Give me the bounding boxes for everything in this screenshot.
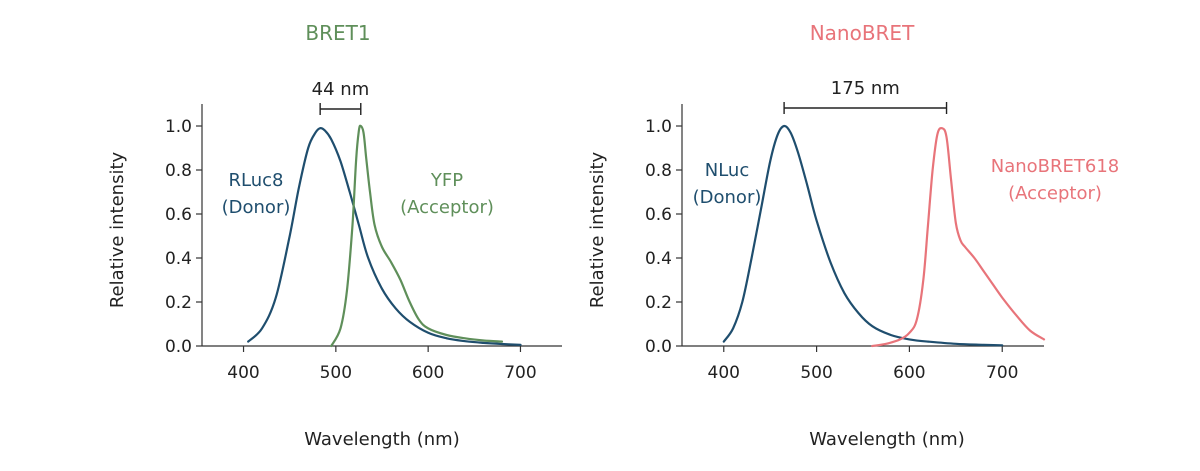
y-tick-labels: 0.0 0.2 0.4 0.6 0.8 1.0 (165, 117, 192, 357)
y-tick-label: 0.2 (645, 293, 672, 313)
x-tick-label: 500 (800, 363, 832, 383)
series-label-line: YFP (430, 170, 463, 191)
peak-separation-bracket: 175 nm (783, 78, 948, 114)
x-tick-labels: 400 500 600 700 (708, 363, 1019, 383)
x-tick-label: 600 (893, 363, 925, 383)
x-tick-label: 400 (708, 363, 740, 383)
x-tick-label: 600 (412, 363, 444, 383)
series-label-line: NLuc (705, 160, 749, 181)
series-label-acceptor: NanoBRET618 (Acceptor) (991, 156, 1120, 204)
y-tick-label: 0.8 (645, 161, 672, 181)
series-label-acceptor: YFP (Acceptor) (400, 170, 494, 218)
x-ticks (242, 346, 522, 352)
y-tick-label: 1.0 (645, 117, 672, 137)
x-tick-labels: 400 500 600 700 (227, 363, 536, 383)
y-tick-label: 0.4 (645, 249, 672, 269)
chart-nanobret: NanoBRET Relative intensity Wavelength (… (587, 21, 1119, 450)
series-line-donor (247, 127, 522, 346)
x-tick-label: 700 (986, 363, 1018, 383)
chart-title: BRET1 (305, 21, 370, 45)
y-tick-label: 0.0 (645, 337, 672, 357)
y-tick-label: 0.6 (165, 205, 192, 225)
peak-separation-label: 175 nm (831, 78, 900, 99)
x-axis-title: Wavelength (nm) (304, 429, 460, 450)
y-tick-label: 1.0 (165, 117, 192, 137)
x-axis-title: Wavelength (nm) (809, 429, 965, 450)
series-label-line: (Donor) (222, 197, 291, 218)
series-line-donor (722, 124, 1004, 347)
peak-separation-bracket: 44 nm (312, 79, 370, 115)
y-tick-label: 0.4 (165, 249, 192, 269)
chart-title: NanoBRET (810, 21, 915, 45)
peak-separation-label: 44 nm (312, 79, 370, 100)
series-label-line: RLuc8 (229, 170, 284, 191)
series-label-line: NanoBRET618 (991, 156, 1120, 177)
x-tick-label: 400 (227, 363, 259, 383)
series-label-donor: RLuc8 (Donor) (222, 170, 291, 218)
y-tick-label: 0.2 (165, 293, 192, 313)
series-label-line: (Donor) (693, 187, 762, 208)
y-ticks (676, 125, 682, 347)
series-label-line: (Acceptor) (1008, 183, 1102, 204)
y-tick-label: 0.6 (645, 205, 672, 225)
y-axis-title: Relative intensity (107, 151, 128, 308)
bracket-line (319, 103, 362, 115)
y-tick-label: 0.0 (165, 337, 192, 357)
y-axis-title: Relative intensity (587, 151, 608, 308)
series-label-line: (Acceptor) (400, 197, 494, 218)
series-line-acceptor (330, 124, 504, 348)
x-ticks (723, 346, 1003, 352)
series-line-acceptor (871, 126, 1046, 348)
chart-bret1: BRET1 Relative intensity Wavelength (nm)… (107, 21, 562, 450)
y-tick-label: 0.8 (165, 161, 192, 181)
x-tick-label: 700 (504, 363, 536, 383)
bracket-line (783, 102, 948, 114)
y-tick-labels: 0.0 0.2 0.4 0.6 0.8 1.0 (645, 117, 672, 357)
y-ticks (196, 125, 202, 347)
series-label-donor: NLuc (Donor) (693, 160, 762, 208)
x-tick-label: 500 (320, 363, 352, 383)
